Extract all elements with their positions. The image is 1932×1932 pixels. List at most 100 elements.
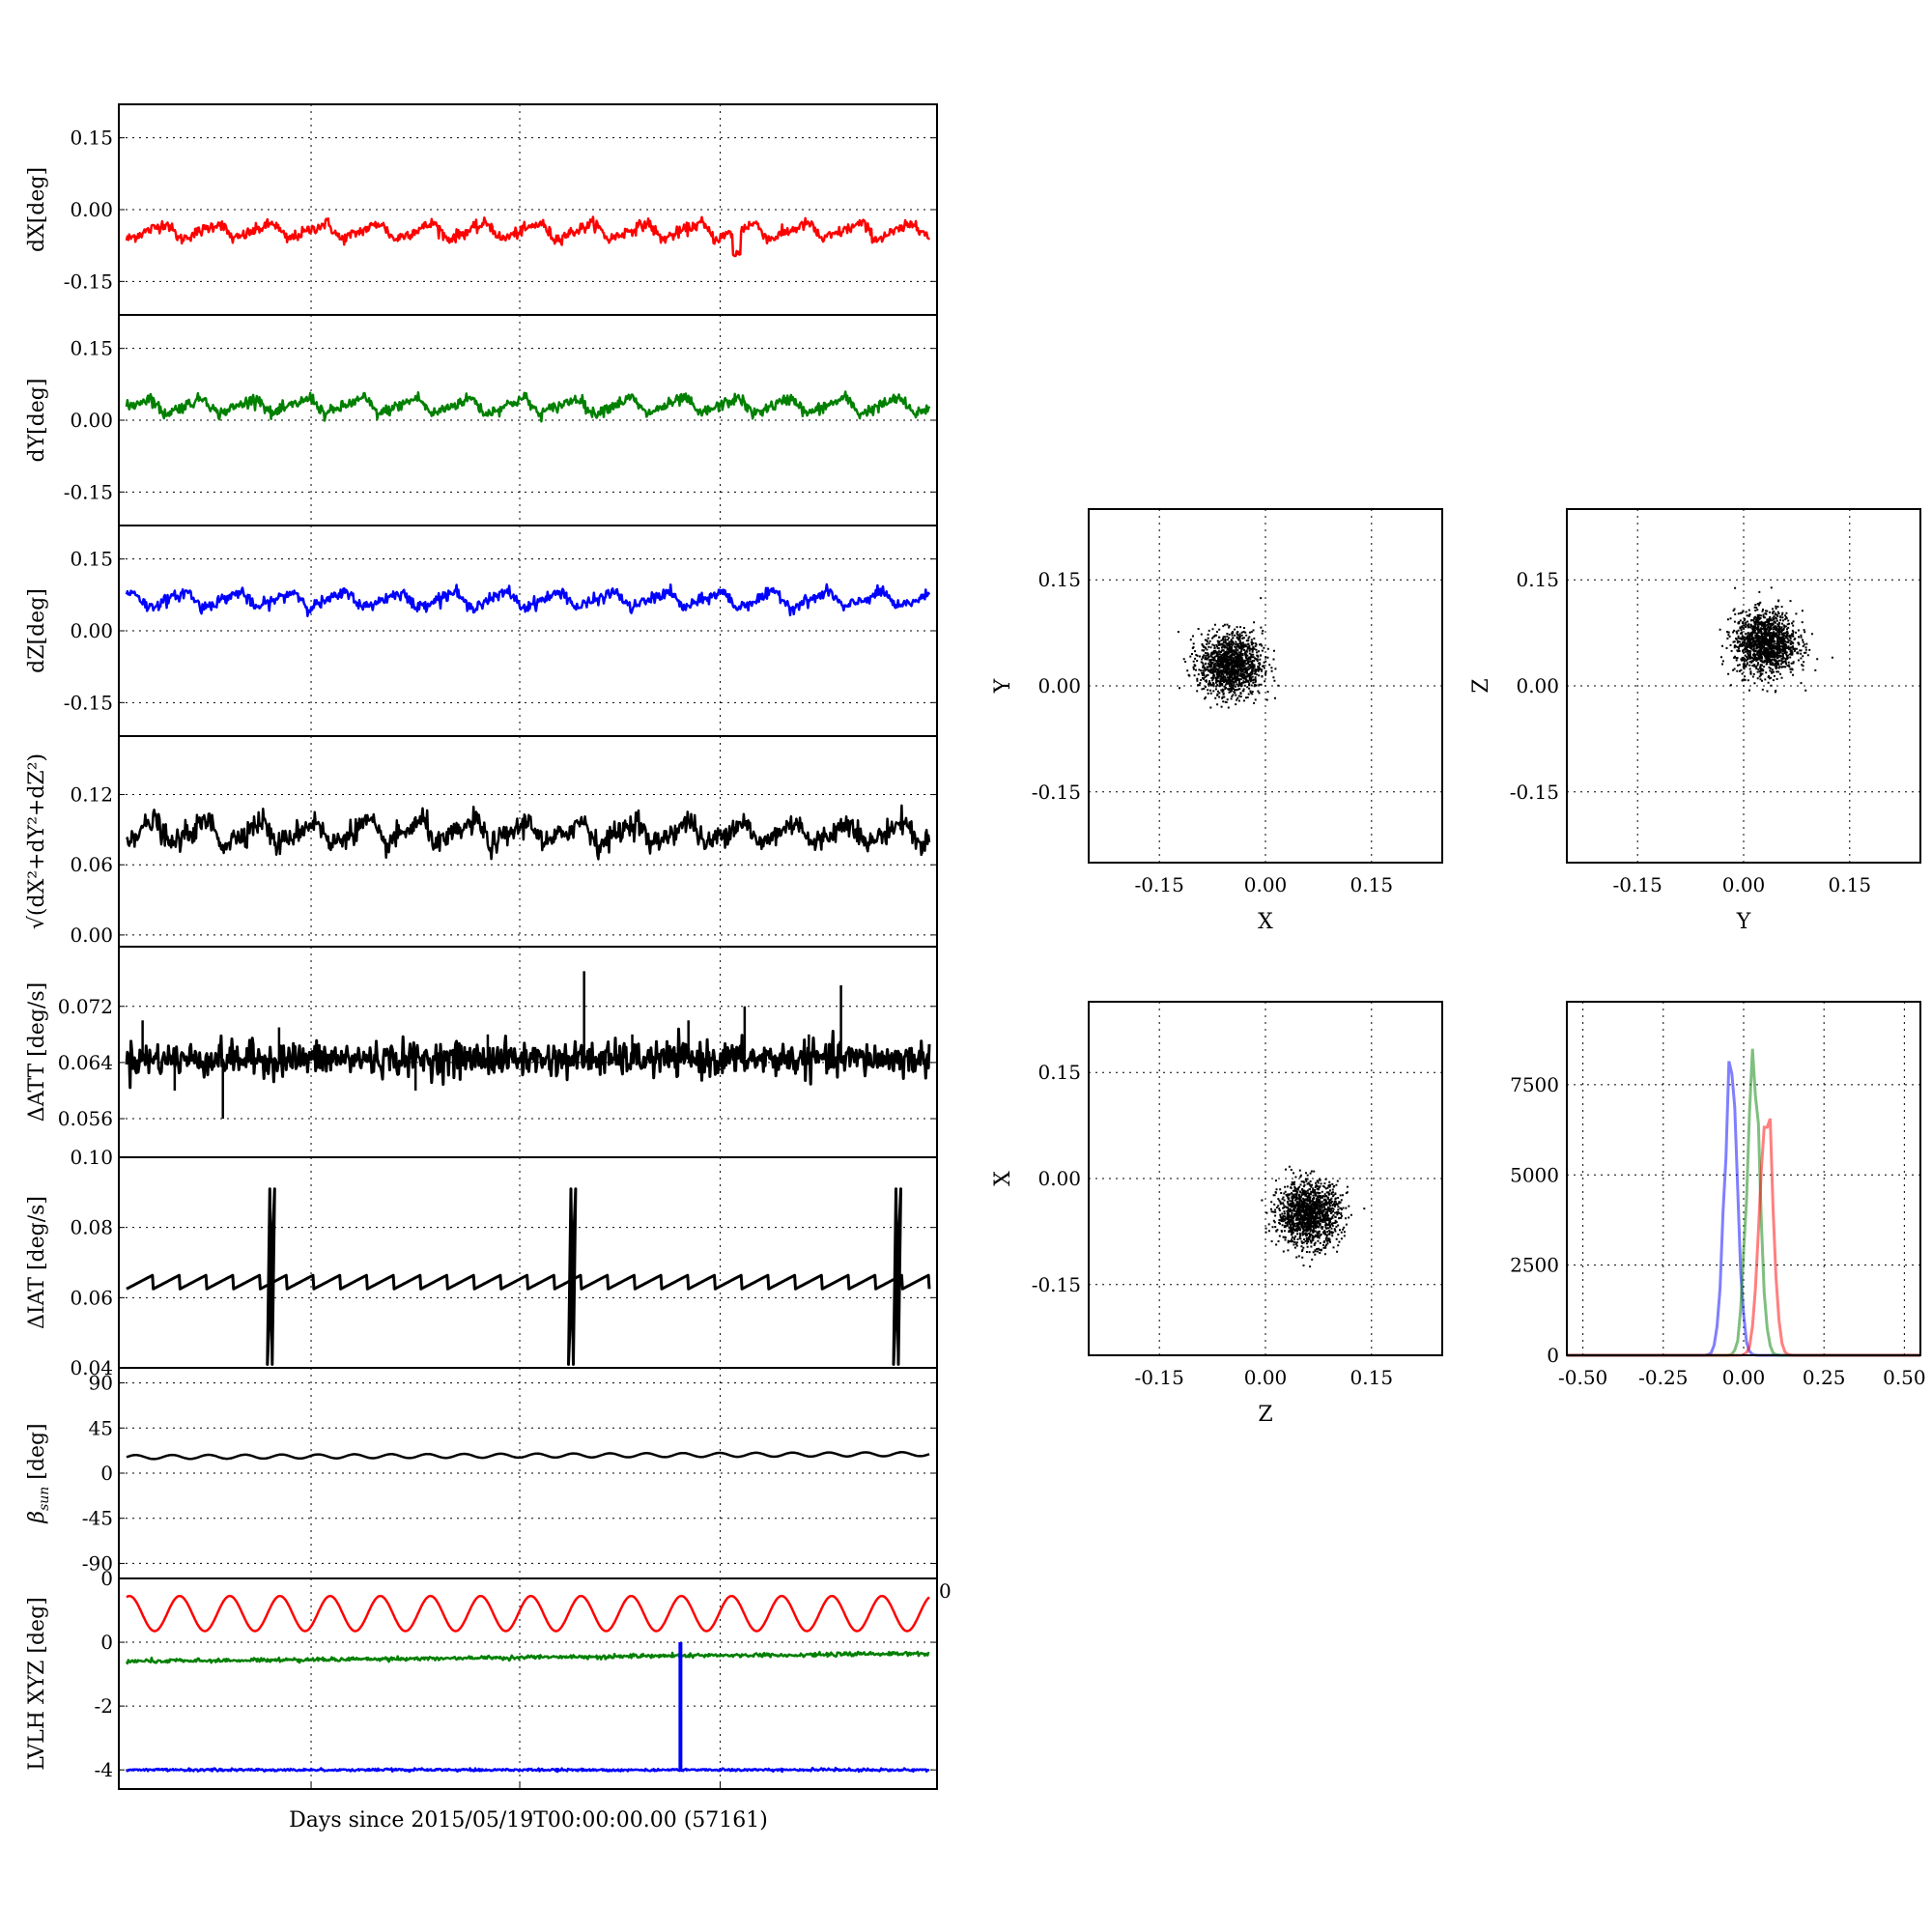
x-tick-label: 0.00 xyxy=(1244,873,1288,896)
series-line-z xyxy=(126,1766,930,1774)
burst xyxy=(567,1187,578,1366)
y-tick-label: 0 xyxy=(1547,1344,1559,1367)
y-tick-label: 0.00 xyxy=(1516,674,1559,697)
series-line xyxy=(126,1273,931,1291)
y-tick-label: -90 xyxy=(82,1551,113,1575)
panel-0: 0.15 0.00 -0.15 dX[deg] xyxy=(25,103,938,316)
series-line xyxy=(126,1451,930,1461)
burst xyxy=(266,1187,276,1366)
x-tick-label: 0.00 xyxy=(1244,1366,1288,1389)
panel-frame xyxy=(1088,508,1443,864)
y-tick-label: -0.15 xyxy=(1032,1273,1081,1296)
x-tick-label: -0.15 xyxy=(1613,873,1662,896)
y-tick-label: 45 xyxy=(89,1416,113,1439)
x-tick-label: 0.15 xyxy=(1350,873,1394,896)
scatter-panel-yz: -0.15 0.15 0.00 0.00 0.15 -0.15 Y Z xyxy=(1469,508,1921,934)
scatter-panel-zx: -0.15 0.15 0.00 0.00 0.15 -0.15 Z X xyxy=(991,1001,1443,1427)
scatter-points xyxy=(1719,586,1833,694)
panel-frame xyxy=(1566,508,1921,864)
y-tick-label: 0.00 xyxy=(70,619,113,642)
histogram-panel: -0.50 -0.25 0.00 0.25 0.50 7500 5000 2500 0 xyxy=(1510,1001,1926,1389)
series-line xyxy=(125,215,931,258)
y-tick-label: 0.15 xyxy=(1037,1061,1081,1084)
panel-6: 90 45 0 -45 -90 βsun [deg] xyxy=(25,1367,938,1579)
y-tick-label: -4 xyxy=(95,1758,113,1781)
burst xyxy=(892,1187,902,1366)
y-tick-label: 0 xyxy=(100,1462,113,1485)
y-tick-label: 0.00 xyxy=(70,409,113,432)
correlation-column: -0.15 0.15 0.00 0.00 0.15 -0.15 X Y -0.15 0.15 0.0… xyxy=(991,508,1926,1427)
y-tick-label: 0.06 xyxy=(70,853,113,876)
x-tick-label: 0.00 xyxy=(1722,1366,1766,1389)
panel-frame xyxy=(118,1156,938,1369)
y-tick-label: 5000 xyxy=(1510,1163,1559,1186)
panel-2: 0.15 0.00 -0.15 dZ[deg] xyxy=(25,525,938,737)
y-tick-label: 0.056 xyxy=(58,1107,113,1130)
y-tick-label: -0.15 xyxy=(64,480,113,503)
x-tick-label: -0.50 xyxy=(1558,1366,1607,1389)
y-tick-label: -2 xyxy=(95,1694,113,1718)
x-axis-label: Z xyxy=(1258,1403,1272,1427)
series-line xyxy=(125,1027,931,1090)
y-tick-label: 0.04 xyxy=(70,1356,113,1379)
y-axis-label: dZ[deg] xyxy=(25,588,49,673)
panel-frame xyxy=(118,1577,938,1790)
series-line-y xyxy=(125,1650,930,1665)
x-tick-label: -0.15 xyxy=(1135,1366,1184,1389)
panel-7: 0 0 -2 -4 LVLH XYZ [deg] 0 xyxy=(25,1567,952,1790)
y-tick-label: 0.06 xyxy=(70,1286,113,1309)
y-tick-label: 0.15 xyxy=(70,548,113,571)
x-axis-label: Days since 2015/05/19T00:00:00.00 (57161… xyxy=(289,1808,768,1833)
y-tick-label: 0.15 xyxy=(70,127,113,150)
y-tick-label: -0.15 xyxy=(64,691,113,714)
series-line-x xyxy=(126,1594,930,1633)
y-axis-label: dX[deg] xyxy=(25,167,49,252)
y-tick-label: -0.15 xyxy=(64,270,113,293)
x-tick-label: -0.25 xyxy=(1638,1366,1688,1389)
x-tick-label: 0.15 xyxy=(1350,1366,1394,1389)
y-tick-label: 0.15 xyxy=(70,337,113,360)
y-tick-label: -45 xyxy=(82,1507,113,1530)
y-tick-label: -0.15 xyxy=(1510,781,1559,804)
x-tick-label: -0.15 xyxy=(1135,873,1184,896)
x-axis-label: Y xyxy=(1736,910,1751,934)
y-axis-label: Y xyxy=(991,678,1015,694)
y-axis-label: dY[deg] xyxy=(25,379,49,463)
y-tick-label: 0.08 xyxy=(70,1216,113,1239)
y-tick-label: 0.00 xyxy=(1037,1167,1081,1190)
extra-tick-label: 0 xyxy=(939,1579,952,1603)
y-tick-label: 7500 xyxy=(1510,1073,1559,1096)
y-tick-label: 0 xyxy=(100,1567,113,1590)
y-tick-label: 0 xyxy=(100,1631,113,1654)
panel-1: 0.15 0.00 -0.15 dY[deg] xyxy=(25,314,938,526)
series-line xyxy=(125,390,931,423)
series-line xyxy=(125,804,931,861)
y-tick-label: -0.15 xyxy=(1032,781,1081,804)
x-tick-label: 0.25 xyxy=(1803,1366,1846,1389)
panel-4: 0.072 0.064 0.056 ΔATT [deg/s] xyxy=(25,946,938,1158)
x-tick-label: 0.00 xyxy=(1722,873,1766,896)
panel-5: 0.10 0.08 0.06 0.04 ΔIAT [deg/s] xyxy=(25,1146,938,1379)
y-tick-label: 0.12 xyxy=(70,783,113,807)
histogram-series xyxy=(1567,1061,1920,1357)
y-tick-label: 0.10 xyxy=(70,1146,113,1169)
y-axis-label: ΔIAT [deg/s] xyxy=(25,1196,49,1329)
scatter-panel-xy: -0.15 0.15 0.00 0.00 0.15 -0.15 X Y xyxy=(991,508,1443,934)
y-axis-label: βsun [deg] xyxy=(25,1423,52,1523)
panel-3: 0.12 0.06 0.00 √(dX²+dY²+dZ²) xyxy=(25,735,938,948)
y-tick-label: 0.00 xyxy=(70,923,113,947)
series-line xyxy=(125,582,931,617)
y-tick-label: 0.15 xyxy=(1516,568,1559,591)
time-series-column: 0.15 0.00 -0.15 dX[deg] 0.15 0.00 -0.15 dY[deg]… xyxy=(25,103,952,1790)
y-tick-label: 0.00 xyxy=(70,198,113,221)
y-axis-label: √(dX²+dY²+dZ²) xyxy=(25,753,49,929)
y-tick-label: 2500 xyxy=(1510,1254,1559,1277)
y-tick-label: 0.072 xyxy=(58,995,113,1018)
y-axis-label: LVLH XYZ [deg] xyxy=(25,1597,49,1771)
scatter-points xyxy=(1177,597,1280,709)
y-axis-label: ΔATT [deg/s] xyxy=(25,982,49,1122)
y-tick-label: 90 xyxy=(89,1372,113,1395)
panel-frame xyxy=(1566,1001,1921,1356)
y-tick-label: 0.15 xyxy=(1037,568,1081,591)
